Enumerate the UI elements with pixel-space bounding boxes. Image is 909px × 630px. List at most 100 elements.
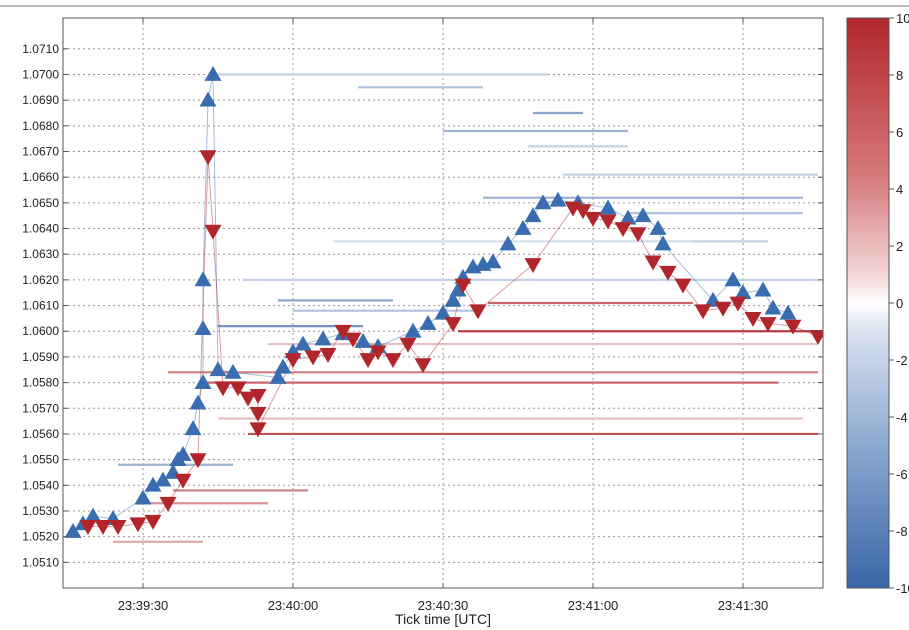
sell-marker <box>239 391 257 407</box>
sell-marker <box>249 407 267 422</box>
buy-marker <box>224 363 242 379</box>
sell-marker <box>629 227 647 243</box>
buy-marker <box>654 235 672 251</box>
y-axis-ticks: 1.0510 1.0520 1.0530 1.0540 1.0550 1.0560 1.05… <box>22 42 823 569</box>
buy-marker <box>779 304 797 320</box>
buy-marker <box>499 235 517 251</box>
y-tick-label: 1.0520 <box>22 530 59 544</box>
buy-marker <box>449 281 467 297</box>
buy-marker <box>404 322 422 338</box>
sell-marker <box>454 278 472 294</box>
y-tick-label: 1.0580 <box>22 376 59 390</box>
y-tick-label: 1.0610 <box>22 299 59 313</box>
x-tick-label: 23:40:00 <box>268 598 319 613</box>
colorbar-tick-label: -10 <box>896 581 909 596</box>
trade-path <box>532 207 574 265</box>
buy-marker <box>84 507 102 523</box>
sell-marker <box>744 312 762 327</box>
trade-path <box>207 156 214 232</box>
sell-marker <box>614 222 632 238</box>
sell-marker <box>334 324 352 340</box>
colorbar-tick-label: -6 <box>896 467 908 482</box>
y-tick-label: 1.0620 <box>22 273 59 287</box>
trade-path <box>232 371 279 378</box>
colorbar-tick-label: -8 <box>896 524 908 539</box>
buy-marker <box>189 394 207 410</box>
sell-marker <box>659 265 677 281</box>
y-tick-label: 1.0540 <box>22 478 59 492</box>
sell-marker <box>384 353 402 368</box>
colorbar-tick-label: 8 <box>896 68 903 83</box>
sell-marker <box>759 317 777 333</box>
sell-marker <box>204 224 222 240</box>
sell-marker <box>399 337 417 353</box>
sell-marker <box>359 353 377 368</box>
x-tick-label: 23:39:30 <box>118 598 169 613</box>
buy-marker <box>534 194 552 210</box>
sell-marker <box>674 278 692 294</box>
y-tick-label: 1.0690 <box>22 93 59 107</box>
colorbar-tick-label: -2 <box>896 353 908 368</box>
buy-marker <box>549 191 567 207</box>
buy-marker <box>314 330 332 346</box>
sell-marker <box>249 389 267 404</box>
buy-marker <box>419 315 437 330</box>
buy-marker <box>199 91 217 107</box>
sell-marker <box>714 301 732 317</box>
y-tick-label: 1.0680 <box>22 119 59 133</box>
colorbar <box>846 17 890 589</box>
colorbar-tick-label: 6 <box>896 125 903 140</box>
colorbar-tick-label: 0 <box>896 296 903 311</box>
buy-marker <box>354 333 372 348</box>
trade-path <box>477 264 534 312</box>
sell-marker <box>784 319 802 335</box>
sell-marker <box>304 350 322 366</box>
buy-marker <box>174 445 192 461</box>
y-tick-label: 1.0630 <box>22 247 59 261</box>
colorbar-tick-label: 10 <box>896 11 909 26</box>
sell-marker <box>444 317 462 333</box>
buy-marker <box>204 65 222 81</box>
sell-marker <box>574 204 592 220</box>
sell-marker <box>229 381 247 397</box>
buy-marker <box>294 335 312 351</box>
buy-marker <box>484 253 502 269</box>
sell-marker <box>79 520 97 535</box>
trade-path <box>212 74 219 370</box>
sell-marker <box>809 330 823 345</box>
sell-marker <box>414 358 432 374</box>
buy-marker <box>269 368 287 384</box>
colorbar-tick-label: 2 <box>896 239 903 254</box>
sell-marker <box>174 473 192 489</box>
y-tick-label: 1.0550 <box>22 453 59 467</box>
sell-marker <box>469 304 487 320</box>
sell-marker <box>199 150 217 166</box>
y-tick-label: 1.0670 <box>22 145 59 159</box>
trade-markers <box>64 65 823 538</box>
buy-marker <box>634 207 652 223</box>
buy-marker <box>724 271 742 287</box>
buy-marker <box>434 304 452 320</box>
sell-marker <box>524 258 542 273</box>
trade-path <box>422 323 454 365</box>
buy-marker <box>184 420 202 436</box>
sell-marker <box>644 255 662 271</box>
colorbar-tick-label: -4 <box>896 410 908 425</box>
buy-marker <box>754 281 772 297</box>
buy-marker <box>734 284 752 300</box>
trade-path <box>212 231 224 388</box>
colorbar-tick-label: 4 <box>896 182 903 197</box>
sell-marker <box>599 214 617 230</box>
sell-marker <box>344 332 362 348</box>
y-tick-label: 1.0650 <box>22 196 59 210</box>
sell-marker <box>694 304 712 320</box>
x-tick-label: 23:41:00 <box>568 598 619 613</box>
buy-marker <box>599 199 617 215</box>
buy-marker <box>619 209 637 225</box>
sell-marker <box>584 211 602 227</box>
buy-marker <box>444 291 462 307</box>
buy-marker <box>64 523 82 538</box>
sell-marker <box>729 296 747 312</box>
sell-marker <box>109 520 127 535</box>
